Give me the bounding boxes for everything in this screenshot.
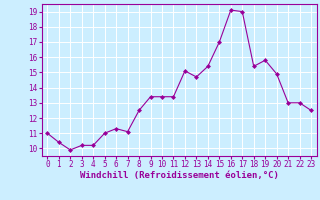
X-axis label: Windchill (Refroidissement éolien,°C): Windchill (Refroidissement éolien,°C) [80,171,279,180]
